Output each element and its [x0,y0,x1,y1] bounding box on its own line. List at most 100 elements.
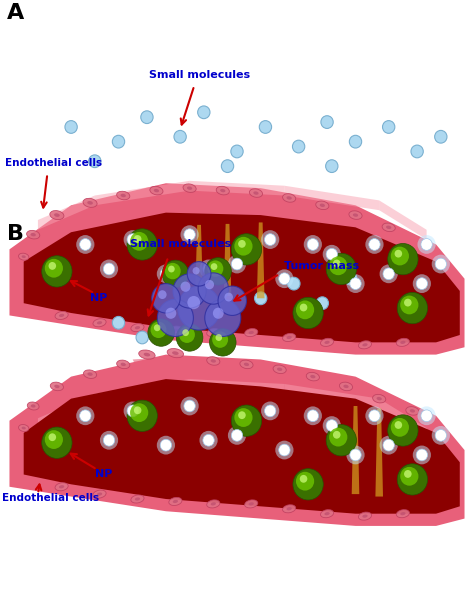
Circle shape [184,229,195,240]
Circle shape [203,263,214,275]
Ellipse shape [183,184,196,192]
Circle shape [192,267,200,275]
Circle shape [391,247,409,265]
Circle shape [127,234,138,246]
Ellipse shape [310,375,316,378]
Ellipse shape [358,341,372,349]
Ellipse shape [173,329,178,332]
Polygon shape [9,184,465,355]
Circle shape [234,408,253,427]
Circle shape [234,237,253,256]
Circle shape [349,136,362,148]
Circle shape [112,316,125,329]
Polygon shape [24,379,460,514]
Circle shape [127,400,157,432]
Ellipse shape [396,510,410,518]
Polygon shape [379,201,427,240]
Circle shape [296,301,314,319]
Circle shape [316,297,328,310]
Circle shape [205,300,241,336]
Circle shape [323,416,341,435]
Ellipse shape [97,493,102,496]
Polygon shape [190,181,284,195]
Circle shape [394,250,402,258]
Circle shape [187,262,211,286]
Ellipse shape [30,233,36,236]
Circle shape [65,121,77,133]
Ellipse shape [362,343,368,346]
Circle shape [416,278,428,289]
Circle shape [238,240,246,248]
Circle shape [45,259,63,278]
Circle shape [329,256,347,275]
Circle shape [134,406,141,414]
Circle shape [165,308,176,319]
Circle shape [397,464,428,495]
Circle shape [231,405,262,436]
Circle shape [124,401,142,420]
Ellipse shape [320,510,334,518]
Circle shape [400,467,419,485]
Circle shape [388,415,418,446]
Circle shape [383,121,395,133]
Circle shape [225,292,233,301]
Ellipse shape [386,226,392,229]
Circle shape [134,235,141,243]
Polygon shape [38,195,95,230]
Text: Small molecules: Small molecules [148,70,250,80]
Circle shape [432,255,450,274]
Ellipse shape [220,189,226,192]
Circle shape [205,258,231,285]
Ellipse shape [324,512,330,515]
Circle shape [181,397,199,416]
Ellipse shape [54,385,60,388]
Circle shape [231,145,243,158]
Circle shape [130,232,148,251]
Circle shape [404,470,411,478]
Ellipse shape [339,382,353,391]
Text: NP: NP [95,469,112,479]
Ellipse shape [131,324,144,332]
Ellipse shape [343,385,349,388]
Ellipse shape [249,189,263,197]
Circle shape [151,321,166,338]
Circle shape [255,292,267,305]
Ellipse shape [172,351,179,355]
Ellipse shape [400,341,406,344]
Polygon shape [379,398,427,438]
Circle shape [394,421,402,429]
Circle shape [231,258,243,270]
Circle shape [307,410,319,422]
Circle shape [333,259,340,268]
Text: NP: NP [90,293,108,303]
Ellipse shape [358,512,372,520]
Ellipse shape [216,186,229,195]
Circle shape [413,446,431,464]
Ellipse shape [382,223,395,231]
Ellipse shape [286,197,292,200]
Ellipse shape [55,482,68,491]
Ellipse shape [59,314,64,317]
Circle shape [148,319,174,346]
Text: Tumor mass: Tumor mass [284,261,359,271]
Circle shape [198,106,210,118]
Circle shape [100,259,118,278]
Circle shape [100,431,118,450]
Circle shape [383,439,394,451]
Circle shape [182,329,189,336]
Ellipse shape [248,331,254,334]
Text: Endothelial cells: Endothelial cells [5,158,102,168]
Circle shape [326,160,338,172]
Ellipse shape [117,360,130,369]
Ellipse shape [50,211,64,220]
Circle shape [292,140,305,153]
Ellipse shape [87,372,93,376]
Ellipse shape [319,204,325,207]
Circle shape [346,446,365,464]
Circle shape [178,286,220,330]
Circle shape [213,308,224,319]
Ellipse shape [135,326,140,329]
Circle shape [76,406,94,425]
Circle shape [365,235,383,254]
Circle shape [165,263,181,279]
